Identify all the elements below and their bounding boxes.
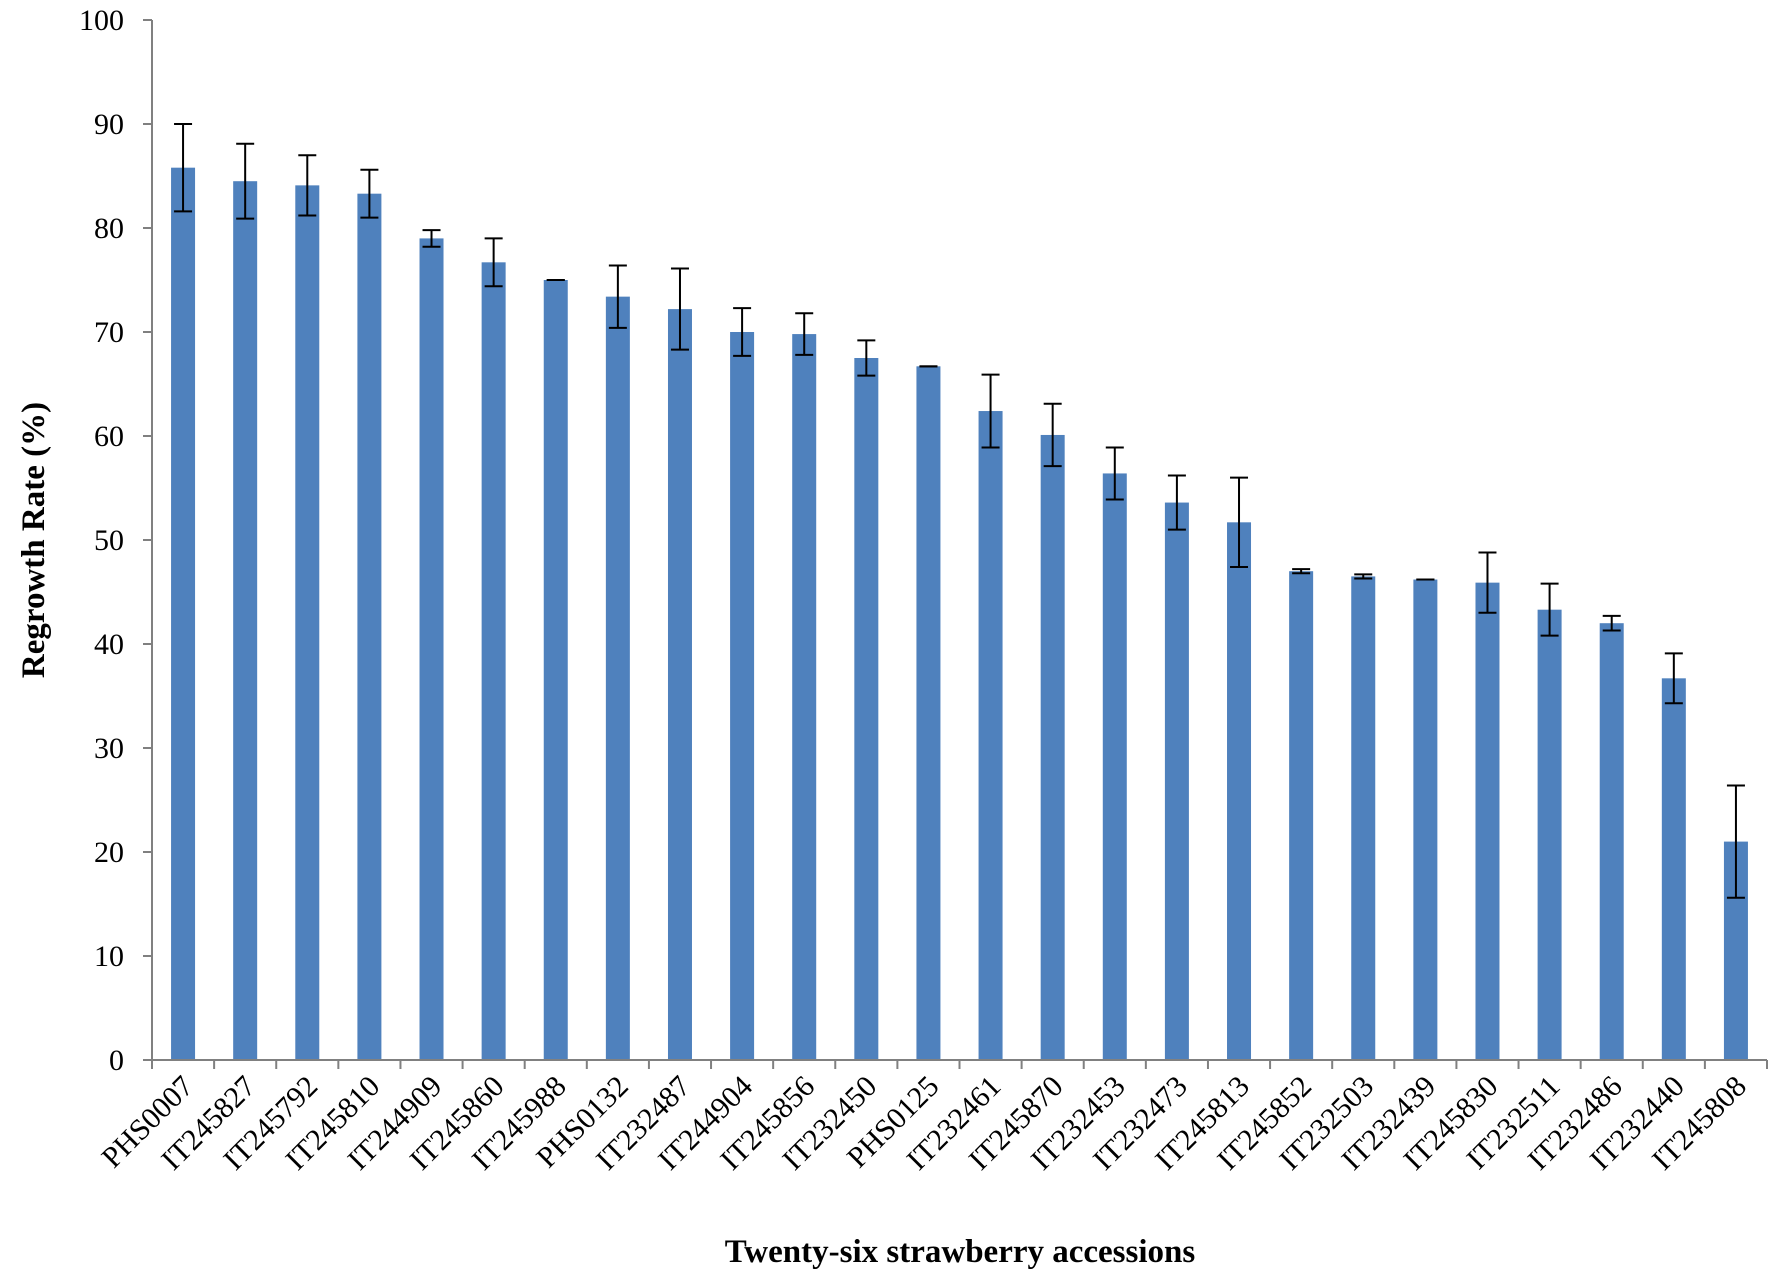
- bar: [295, 185, 320, 1061]
- bar: [1102, 473, 1127, 1060]
- bar: [1351, 576, 1376, 1060]
- bar: [543, 280, 568, 1060]
- bar: [233, 181, 258, 1060]
- bar: [667, 309, 692, 1060]
- bar: [1475, 582, 1500, 1060]
- bar: [1227, 522, 1252, 1060]
- y-axis-title: Regrowth Rate (%): [16, 402, 52, 678]
- y-axis-ticks: 0 10 20 30 40 50 60 70 80 90 100: [79, 4, 152, 1077]
- bar: [1661, 678, 1686, 1060]
- bar: [605, 296, 630, 1060]
- y-tick-label: 20: [94, 836, 124, 869]
- y-tick-label: 40: [94, 628, 124, 661]
- bar: [1289, 571, 1314, 1060]
- y-tick-label: 70: [94, 316, 124, 349]
- bar: [171, 167, 196, 1060]
- y-tick-label: 80: [94, 212, 124, 245]
- bar: [1537, 609, 1562, 1060]
- y-tick-label: 50: [94, 524, 124, 557]
- x-axis-title: Twenty-six strawberry accessions: [725, 1234, 1196, 1270]
- bar: [481, 262, 506, 1060]
- bars: [171, 167, 1748, 1061]
- bar: [978, 411, 1003, 1060]
- bar: [854, 358, 879, 1060]
- bar: [1164, 502, 1189, 1060]
- y-tick-label: 60: [94, 420, 124, 453]
- y-tick-label: 90: [94, 108, 124, 141]
- bar: [1413, 579, 1438, 1060]
- bar: [916, 366, 941, 1060]
- bar: [357, 193, 382, 1060]
- bar: [1599, 623, 1624, 1060]
- y-tick-label: 30: [94, 732, 124, 765]
- x-axis-ticks: PHS0007IT245827IT245792IT245810IT244909I…: [95, 1060, 1768, 1177]
- bar: [792, 334, 817, 1061]
- y-tick-label: 0: [109, 1044, 124, 1077]
- bar: [1040, 434, 1065, 1061]
- y-tick-label: 10: [94, 940, 124, 973]
- bar: [730, 332, 755, 1060]
- y-tick-label: 100: [79, 4, 124, 37]
- error-bars: [174, 123, 1745, 899]
- bar: [419, 238, 444, 1060]
